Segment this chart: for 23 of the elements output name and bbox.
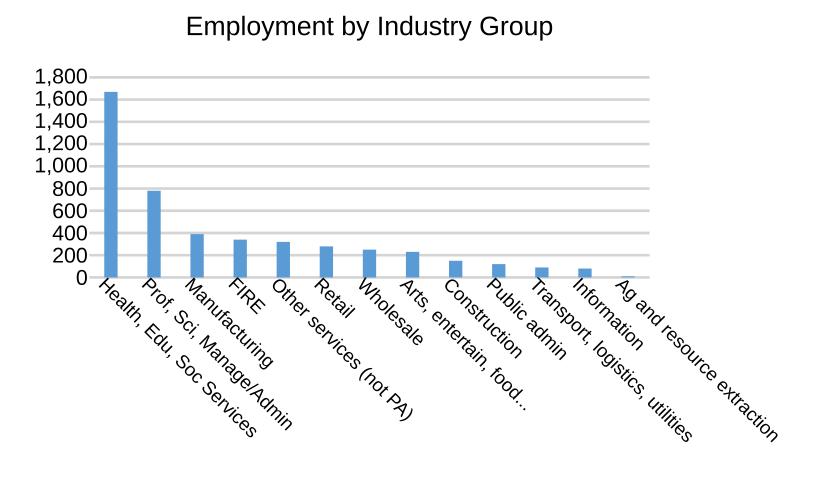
y-tick-label: 1,800 (36, 68, 87, 86)
y-tick-label: 1,400 (36, 113, 87, 131)
bar (320, 246, 334, 278)
bar (362, 250, 376, 278)
bar (492, 264, 506, 278)
y-tick-label: 1,200 (36, 135, 87, 153)
bar (276, 242, 290, 278)
bar (449, 260, 462, 278)
chart-title: Employment by Industry Group (188, 16, 552, 41)
bar (406, 252, 420, 278)
y-tick-label: 600 (53, 203, 87, 218)
bar (104, 92, 118, 278)
y-tick-label: 400 (52, 225, 87, 241)
bar (190, 234, 204, 278)
bar (535, 268, 549, 278)
y-tick-label: 200 (53, 248, 87, 263)
bar (147, 190, 161, 278)
bar (234, 240, 247, 278)
bar (578, 268, 592, 278)
y-tick-label: 1,000 (36, 158, 87, 176)
y-tick-label: 800 (53, 181, 87, 196)
y-tick-label: 1,600 (36, 90, 87, 108)
y-tick-label: 0 (76, 270, 87, 286)
